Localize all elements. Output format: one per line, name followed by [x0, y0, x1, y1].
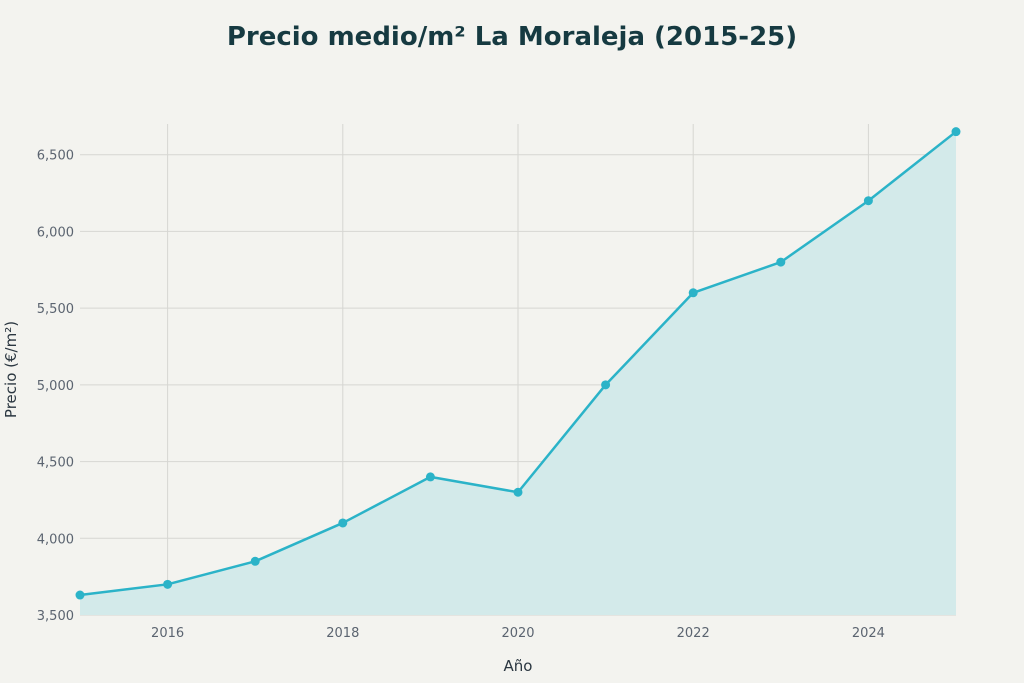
- data-point-2018[interactable]: [338, 518, 348, 528]
- data-point-2019[interactable]: [425, 472, 435, 482]
- y-tick-label: 6,500: [37, 149, 74, 164]
- area-fill-layer: [80, 131, 956, 615]
- x-tick-label: 2022: [677, 626, 710, 641]
- data-point-2015[interactable]: [75, 590, 85, 600]
- data-point-2024[interactable]: [863, 196, 873, 206]
- y-tick-label: 4,000: [37, 532, 74, 547]
- data-point-2025[interactable]: [951, 127, 961, 137]
- y-axis-title: Precio (€/m²): [2, 321, 20, 418]
- data-point-2017[interactable]: [250, 556, 260, 566]
- data-point-2022[interactable]: [688, 288, 698, 298]
- data-points: [75, 127, 961, 600]
- data-point-2021[interactable]: [601, 380, 611, 390]
- y-tick-label: 6,000: [37, 225, 74, 240]
- y-tick-label: 5,500: [37, 302, 74, 317]
- area-fill: [80, 131, 956, 615]
- x-tick-labels: 2016 2018 2020 2022 2024: [151, 626, 885, 641]
- y-tick-label: 5,000: [37, 379, 74, 394]
- x-axis-title: Año: [504, 657, 533, 675]
- data-point-2023[interactable]: [776, 257, 786, 267]
- x-tick-label: 2020: [501, 626, 534, 641]
- x-tick-label: 2016: [151, 626, 184, 641]
- data-point-2016[interactable]: [163, 579, 173, 589]
- chart-title: Precio medio/m² La Moraleja (2015-25): [226, 22, 798, 52]
- y-tick-label: 4,500: [37, 456, 74, 471]
- data-point-2020[interactable]: [513, 487, 523, 497]
- x-tick-label: 2018: [326, 626, 359, 641]
- y-tick-label: 3,500: [37, 609, 74, 624]
- x-tick-label: 2024: [852, 626, 885, 641]
- y-tick-labels: 3,500 4,000 4,500 5,000 5,500 6,000 6,500: [37, 149, 74, 624]
